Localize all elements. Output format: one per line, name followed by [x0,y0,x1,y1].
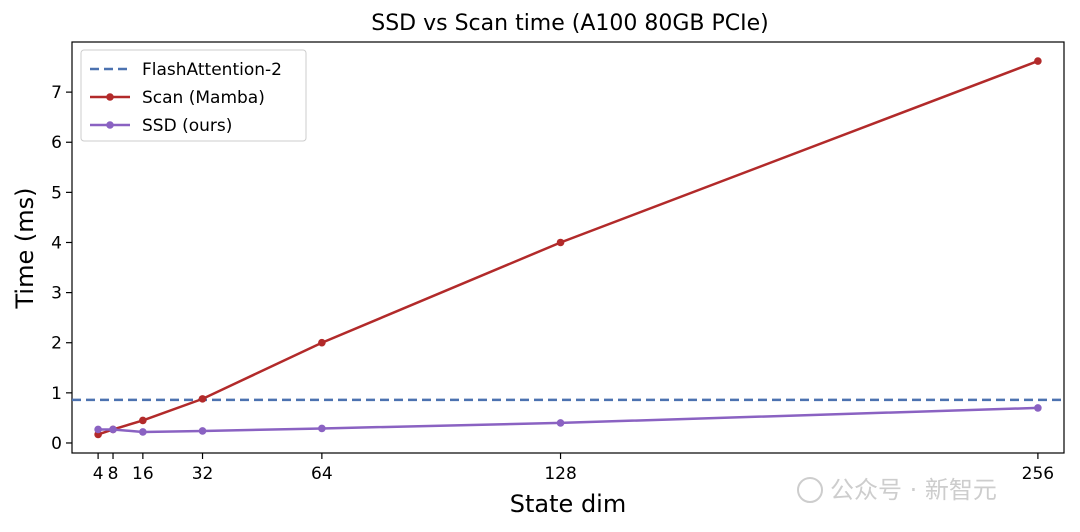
ssd-ours-point [109,425,117,434]
legend-label: SSD (ours) [142,116,232,136]
ssd-ours-line [98,406,1038,434]
ssd-ours-point [139,428,147,436]
plot-frame [71,41,1065,454]
scan-mamba-point [139,416,147,425]
x-tick-label: 128 [544,464,576,484]
y-axis: 0 1 2 3 4 5 6 7 [51,83,72,454]
y-tick-label: 0 [51,434,62,454]
y-tick-label: 2 [51,334,62,354]
y-tick-label: 4 [51,233,62,253]
series-layer [94,57,1042,439]
watermark-text: 公众号 · 新智元 [830,476,997,504]
legend-label: Scan (Mamba) [142,88,265,108]
x-axis-label: State dim [510,490,626,518]
ssd-ours-point [318,424,326,433]
legend-box [80,49,307,142]
scan-mamba-point [198,395,207,403]
x-tick-label: 256 [1022,464,1054,484]
y-tick-label: 3 [51,284,62,304]
watermark: 公众号 · 新智元 [797,476,997,504]
legend-marker [106,121,114,129]
x-axis: 4 8 16 32 64 128 256 [93,453,1054,484]
y-tick-label: 7 [51,83,62,103]
ssd-ours-point [556,419,565,427]
legend-label: FlashAttention-2 [142,60,282,80]
x-tick-label: 4 [93,464,104,484]
y-tick-label: 5 [51,183,62,203]
y-tick-label: 6 [51,133,62,153]
x-tick-label: 64 [311,464,333,484]
scan-mamba-point [318,338,326,347]
ssd-ours-point [94,425,102,434]
legend-marker [106,93,114,101]
wechat-icon [797,477,823,503]
ssd-ours-point [1034,404,1042,412]
x-tick-label: 16 [132,464,154,484]
ssd-ours-point [198,427,207,435]
scan-mamba-point [1034,57,1042,65]
y-tick-label: 1 [51,384,62,404]
scan-mamba-point [556,238,565,247]
legend: FlashAttention-2 Scan (Mamba) SSD (ours) [80,49,307,142]
x-tick-label: 32 [192,464,214,484]
chart-title: SSD vs Scan time (A100 80GB PCIe) [371,11,769,36]
y-axis-label: Time (ms) [11,188,39,310]
x-tick-label: 8 [108,464,119,484]
